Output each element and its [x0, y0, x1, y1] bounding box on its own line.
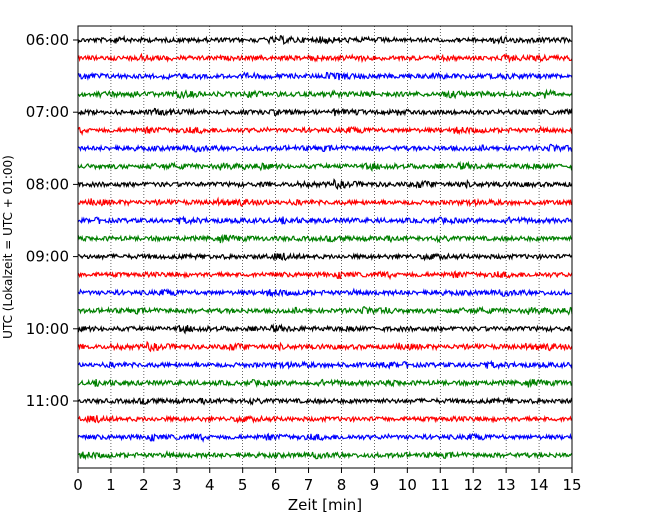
y-tick-label-10:00: 10:00 [26, 320, 69, 338]
trace-11 [77, 233, 573, 244]
trace-19 [78, 378, 573, 389]
trace-16 [77, 323, 573, 335]
trace-group [77, 34, 573, 461]
y-axis: 06:00 07:00 08:00 09:00 10:00 11:00 [26, 31, 78, 410]
trace-3 [77, 88, 573, 100]
trace-21 [77, 414, 573, 424]
trace-0 [77, 34, 573, 46]
x-tick-label-8: 8 [337, 476, 347, 494]
trace-8 [77, 178, 573, 190]
x-tick-label-14: 14 [530, 476, 549, 494]
trace-1 [77, 52, 573, 64]
y-tick-label-09:00: 09:00 [26, 248, 69, 266]
x-tick-label-13: 13 [497, 476, 516, 494]
x-tick-label-4: 4 [205, 476, 215, 494]
trace-5 [77, 125, 573, 136]
x-tick-label-3: 3 [172, 476, 182, 494]
trace-6 [77, 143, 573, 153]
x-tick-label-10: 10 [398, 476, 417, 494]
trace-17 [78, 340, 573, 353]
trace-10 [77, 215, 573, 226]
trace-23 [77, 450, 573, 461]
trace-12 [77, 252, 573, 262]
plot-frame [77, 25, 573, 469]
trace-9 [77, 196, 573, 208]
x-tick-label-12: 12 [464, 476, 483, 494]
y-tick-label-07:00: 07:00 [26, 103, 69, 121]
trace-14 [77, 287, 573, 298]
x-axis-label: Zeit [min] [288, 496, 362, 514]
y-tick-label-06:00: 06:00 [26, 31, 69, 49]
trace-15 [77, 305, 573, 316]
x-tick-label-2: 2 [139, 476, 149, 494]
x-tick-label-0: 0 [73, 476, 83, 494]
y-tick-label-11:00: 11:00 [26, 392, 69, 410]
x-tick-label-6: 6 [271, 476, 281, 494]
trace-18 [77, 359, 573, 371]
trace-7 [77, 160, 573, 173]
trace-2 [77, 71, 573, 81]
trace-20 [77, 396, 573, 406]
y-axis-label: UTC (Lokalzeit = UTC + 01:00) [1, 155, 15, 339]
trace-22 [77, 432, 573, 443]
y-tick-label-08:00: 08:00 [26, 175, 69, 193]
x-tick-label-9: 9 [370, 476, 380, 494]
x-tick-label-15: 15 [562, 476, 581, 494]
x-tick-label-11: 11 [431, 476, 450, 494]
x-tick-label-7: 7 [304, 476, 314, 494]
trace-4 [77, 107, 573, 117]
x-axis: 0 1 2 3 4 5 6 7 8 9 10 11 12 13 14 15 [73, 468, 582, 494]
trace-13 [77, 270, 573, 281]
x-tick-label-5: 5 [238, 476, 248, 494]
x-tick-label-1: 1 [106, 476, 116, 494]
